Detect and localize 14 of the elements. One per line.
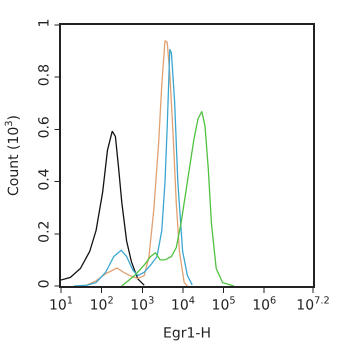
x-tick-label: 10$^{5}$ xyxy=(212,296,236,314)
y-tick-label: 1 xyxy=(36,18,53,28)
x-tick-label: 10$^{1}$ xyxy=(48,296,74,314)
y-tick-label: 0.2 xyxy=(36,220,53,243)
x-tick-label: 10$^{7.2}$ xyxy=(296,296,330,314)
y-tick-label: 0 xyxy=(36,279,53,288)
x-tick-label: 10$^{6}$ xyxy=(252,296,276,314)
y-tick-label: 0.4 xyxy=(36,168,53,191)
x-axis-title: Egr1-H xyxy=(163,325,211,342)
x-tick-label: 10$^{3}$ xyxy=(130,296,154,314)
x-tick-label: 10$^{2}$ xyxy=(90,296,114,314)
y-tick-label: 0.8 xyxy=(36,64,53,86)
y-tick-label: 0.6 xyxy=(36,116,53,138)
x-tick-label: 10$^{4}$ xyxy=(170,296,195,314)
